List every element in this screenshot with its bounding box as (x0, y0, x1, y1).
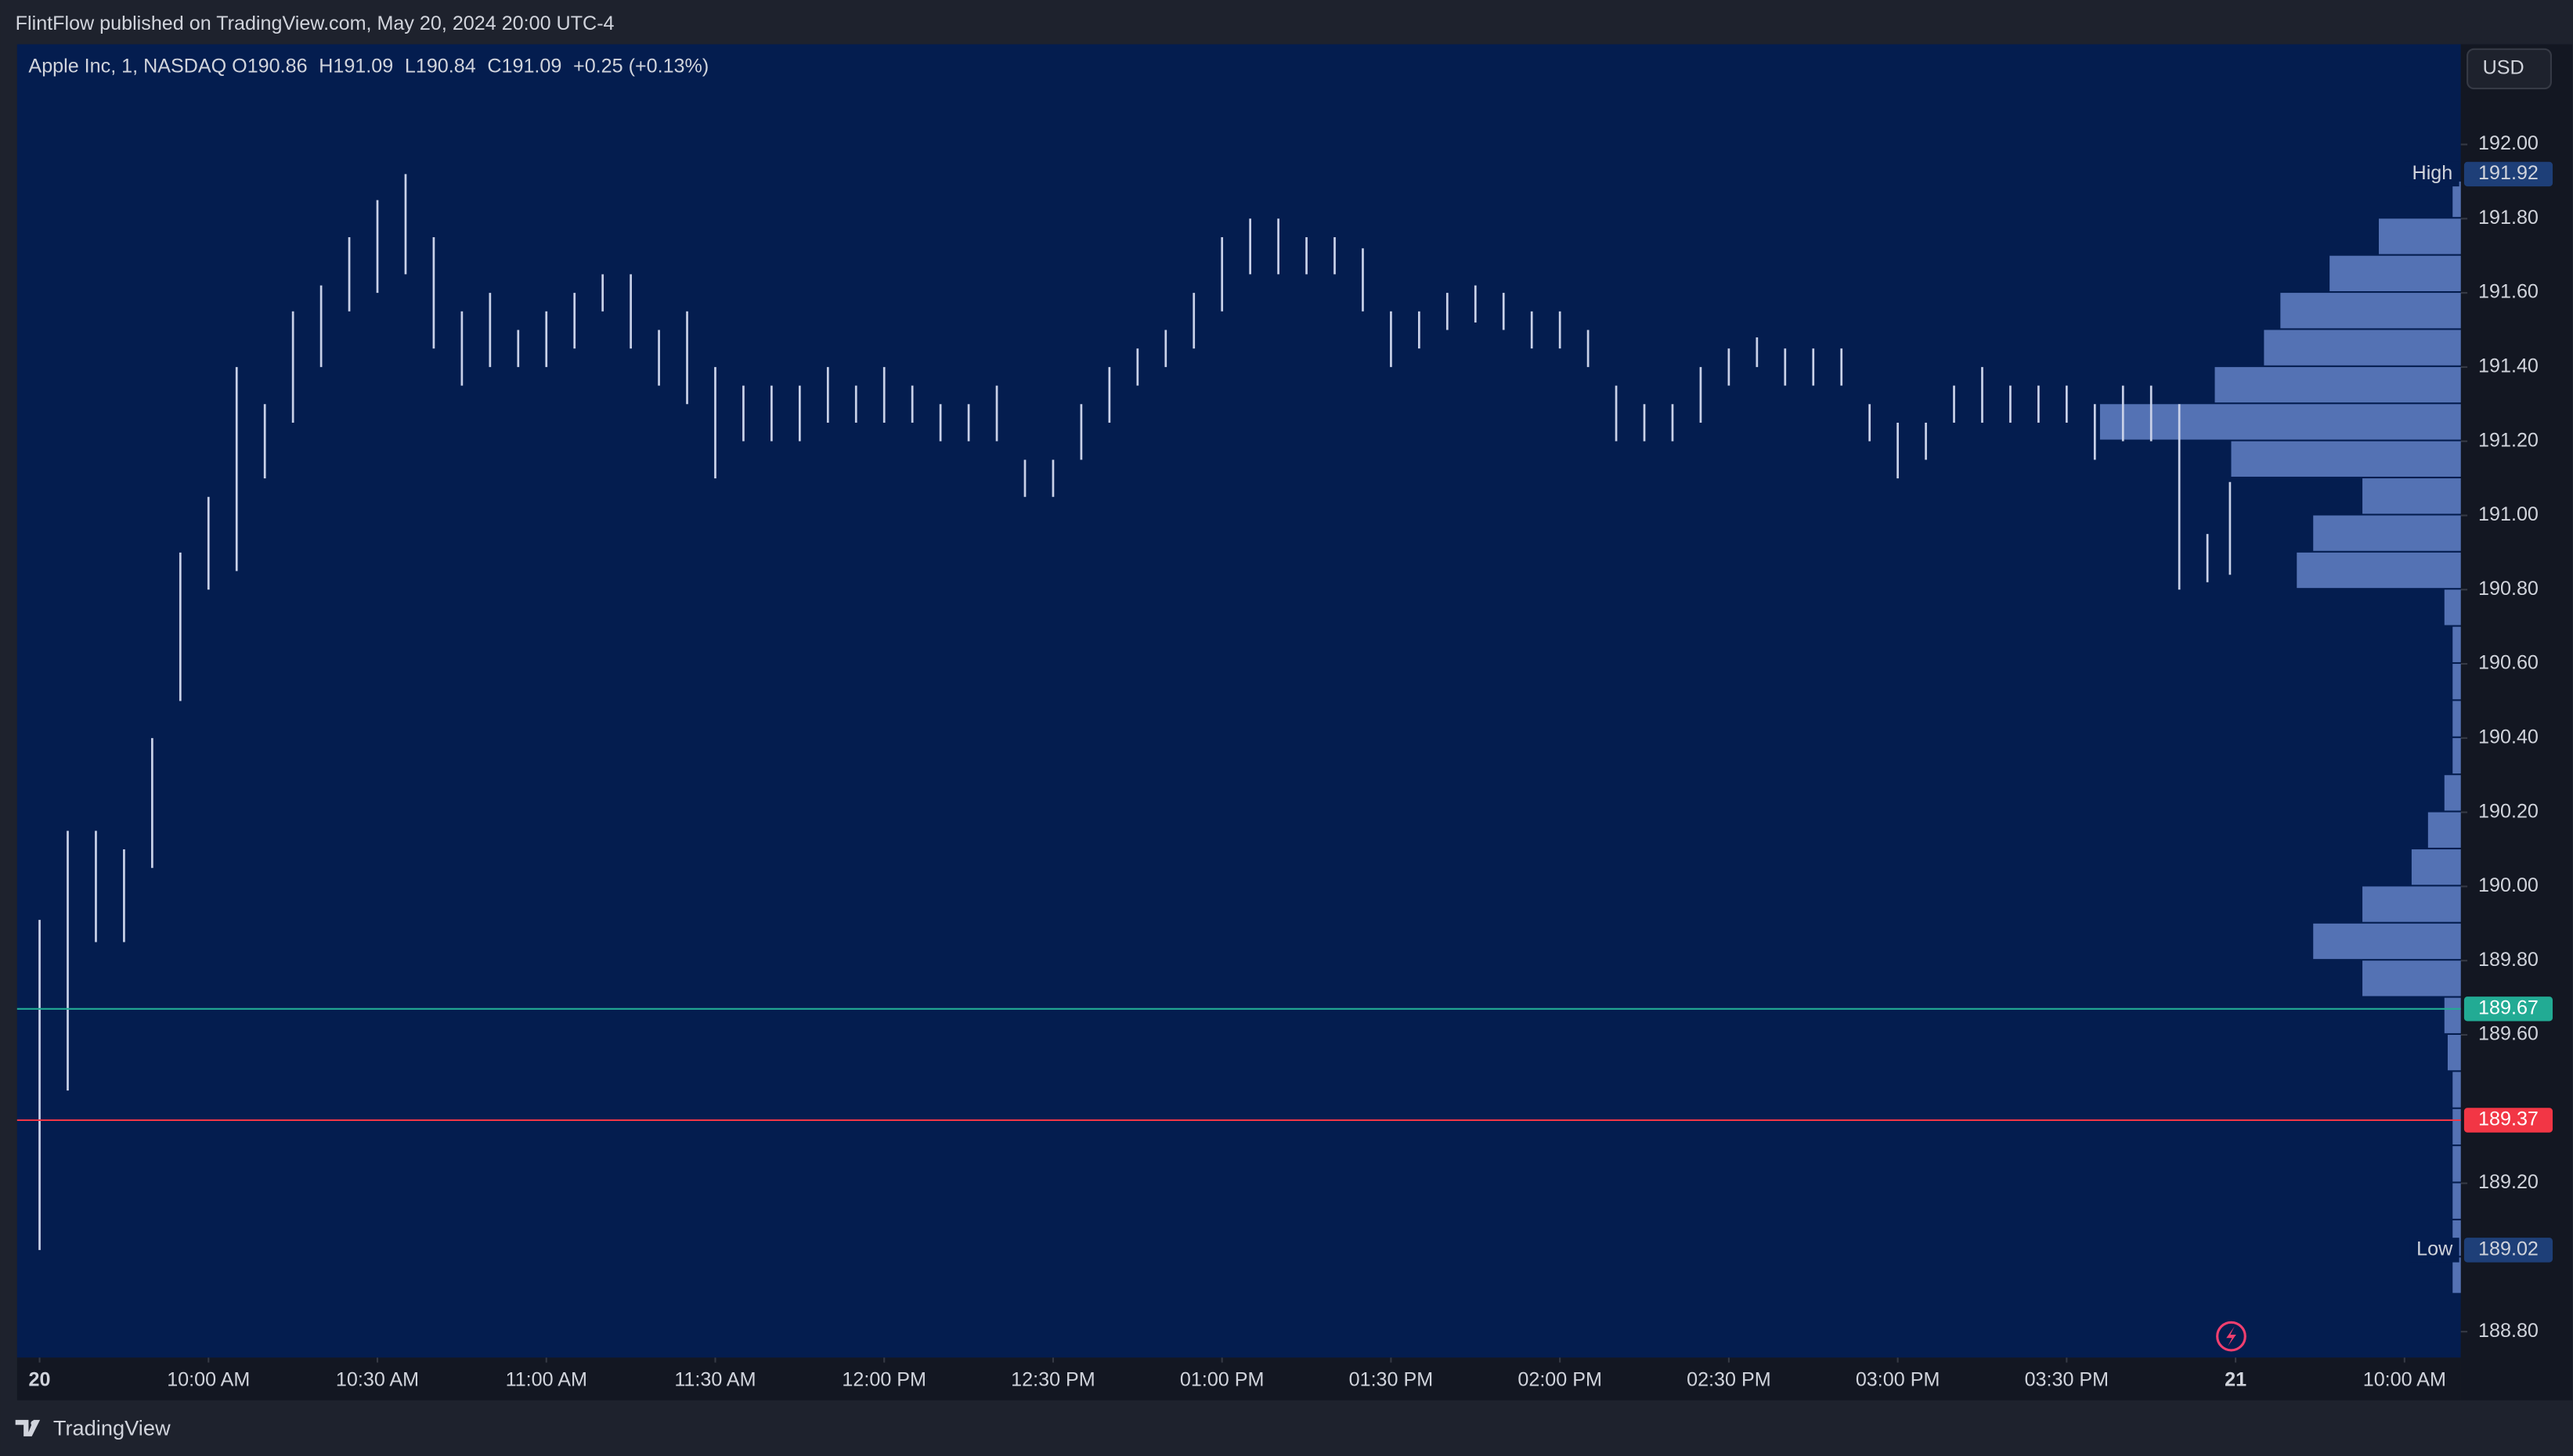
x-tick-label: 11:00 AM (506, 1368, 587, 1390)
profile-bar (2452, 181, 2461, 218)
ohlc-value: H191.09 (319, 56, 393, 77)
price-line-label: 189.67 (2478, 996, 2539, 1018)
profile-bar (2452, 737, 2461, 774)
x-tick-label: 21 (2225, 1368, 2246, 1390)
x-tick-label: 12:00 PM (842, 1368, 926, 1390)
y-tick-label: 192.00 (2478, 132, 2539, 154)
price-line-tag (2463, 996, 2553, 1022)
x-tick-label: 11:30 AM (674, 1368, 756, 1390)
level-tag (2463, 161, 2553, 187)
profile-bar (2297, 552, 2461, 589)
level-value: 191.92 (2478, 162, 2539, 184)
y-tick-label: 190.20 (2478, 800, 2539, 822)
profile-bar (2452, 1257, 2461, 1293)
y-tick-label: 189.20 (2478, 1171, 2539, 1193)
y-tick-label: 190.40 (2478, 726, 2539, 748)
y-tick-label: 189.60 (2478, 1023, 2539, 1045)
profile-bar (2362, 960, 2461, 996)
ohlc-value: L190.84 (405, 56, 476, 77)
profile-bar (2444, 997, 2461, 1033)
profile-bar (2444, 589, 2461, 625)
y-tick-label: 188.80 (2478, 1320, 2539, 1342)
x-tick-label: 10:30 AM (336, 1368, 419, 1390)
profile-bar (2452, 701, 2461, 737)
ohlc-value: C191.09 (487, 56, 561, 77)
profile-bar (2452, 1072, 2461, 1108)
symbol-title: Apple Inc, 1, NASDAQ (28, 56, 226, 77)
profile-bar (2362, 886, 2461, 922)
price-line-label: 189.37 (2478, 1108, 2539, 1130)
profile-bar (2452, 1146, 2461, 1182)
time-axis (16, 1357, 2461, 1400)
level-tag (2463, 1238, 2553, 1263)
x-tick-label: 10:00 AM (2363, 1368, 2446, 1390)
plot-area (16, 44, 2461, 1358)
x-tick-label: 03:00 PM (1856, 1368, 1940, 1390)
y-tick-label: 191.60 (2478, 281, 2539, 303)
x-tick-label: 01:00 PM (1180, 1368, 1265, 1390)
profile-bar (2427, 812, 2461, 848)
profile-bar (2452, 1183, 2461, 1219)
level-name: Low (2416, 1238, 2453, 1260)
tv-logo (15, 1419, 41, 1436)
profile-bar (2379, 218, 2461, 254)
y-tick-label: 189.80 (2478, 949, 2539, 971)
profile-bar (2411, 849, 2461, 885)
level-name-bg (2405, 161, 2459, 187)
brand: TradingView (53, 1416, 171, 1440)
y-tick-label: 190.00 (2478, 874, 2539, 896)
profile-bar (2313, 515, 2461, 551)
profile-bar (2280, 293, 2461, 329)
profile-bar (2452, 626, 2461, 662)
ohlc-value: O190.86 (232, 56, 307, 77)
y-tick-label: 191.00 (2478, 503, 2539, 525)
y-tick-label: 191.40 (2478, 355, 2539, 377)
profile-bar (2452, 664, 2461, 700)
price-axis (2460, 44, 2573, 1400)
publish-info: FlintFlow published on TradingView.com, … (16, 13, 615, 34)
profile-bar (2313, 923, 2461, 960)
y-tick-label: 191.20 (2478, 429, 2539, 451)
profile-bar (2329, 255, 2461, 292)
profile-bar (2099, 404, 2461, 440)
y-tick-label: 191.80 (2478, 207, 2539, 229)
x-tick-label: 01:30 PM (1349, 1368, 1434, 1390)
profile-bar (2362, 478, 2461, 514)
profile-bar (2452, 1108, 2461, 1145)
x-tick-label: 12:30 PM (1011, 1368, 1095, 1390)
profile-bar (2231, 441, 2461, 477)
y-tick-label: 190.60 (2478, 652, 2539, 674)
y-tick-label: 190.80 (2478, 578, 2539, 600)
profile-bar (2214, 366, 2461, 403)
profile-bar (2447, 1034, 2461, 1071)
x-tick-label: 02:00 PM (1517, 1368, 1602, 1390)
profile-bar (2264, 330, 2461, 366)
x-tick-label: 03:30 PM (2025, 1368, 2109, 1390)
currency-button[interactable] (2467, 48, 2552, 90)
profile-bar (2444, 775, 2461, 811)
level-name-bg (2409, 1238, 2459, 1263)
level-name: High (2412, 162, 2453, 184)
x-tick-label: 10:00 AM (167, 1368, 250, 1390)
lightning-icon[interactable] (2216, 1321, 2246, 1352)
x-tick-label: 02:30 PM (1687, 1368, 1771, 1390)
currency-label[interactable]: USD (2483, 57, 2524, 79)
ohlc-value: +0.25 (+0.13%) (573, 56, 709, 77)
level-value: 189.02 (2478, 1238, 2539, 1260)
price-line-tag (2463, 1108, 2553, 1133)
x-tick-label: 20 (29, 1368, 51, 1390)
